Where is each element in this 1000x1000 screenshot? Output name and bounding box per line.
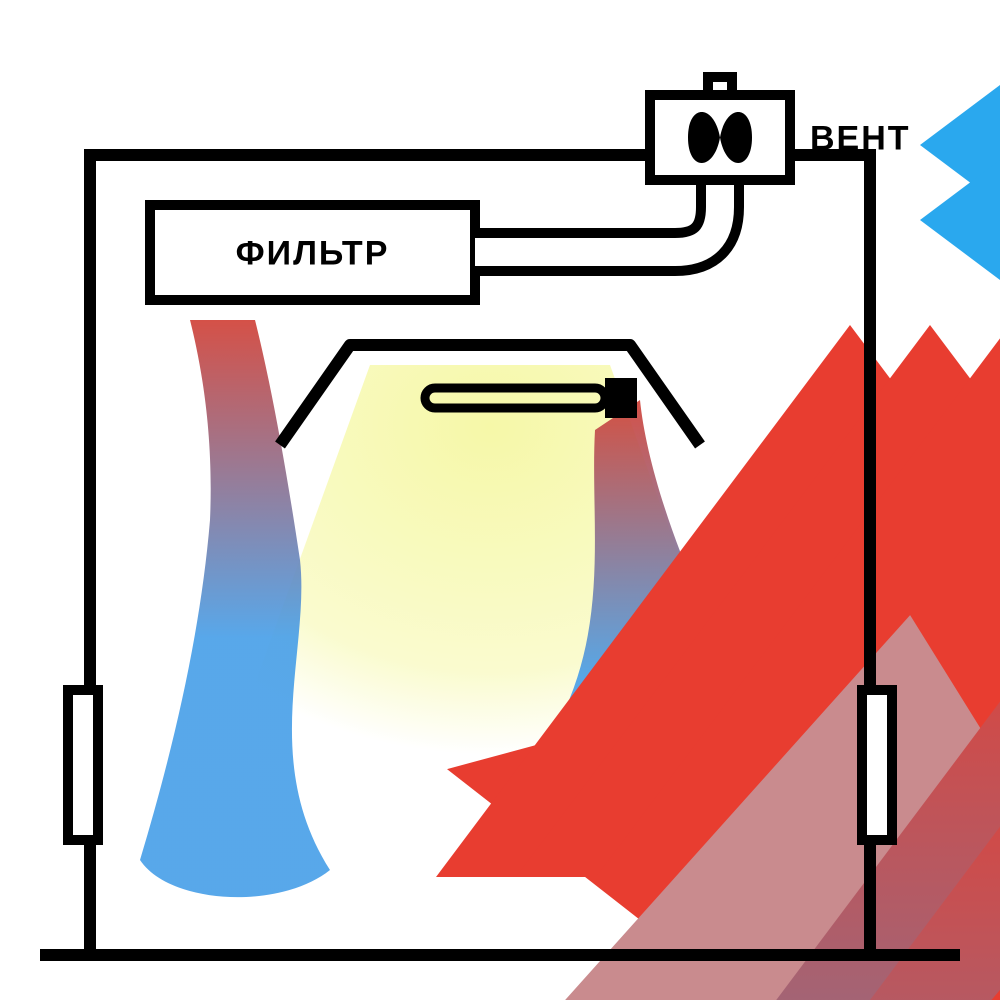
vent-label: ВЕНТ <box>810 120 911 158</box>
lamp-socket <box>605 378 637 418</box>
side-vent-left <box>68 690 98 840</box>
flow-arrow-left-in-2 <box>0 956 80 1000</box>
flow-arrow-left-in-1 <box>0 881 80 1000</box>
ventilation-diagram: ФИЛЬТР ВЕНТ <box>0 0 1000 1000</box>
exhaust-stub <box>708 77 732 95</box>
side-vent-right <box>862 690 892 840</box>
duct-inner <box>475 180 720 252</box>
filter-label: ФИЛЬТР <box>236 235 390 273</box>
